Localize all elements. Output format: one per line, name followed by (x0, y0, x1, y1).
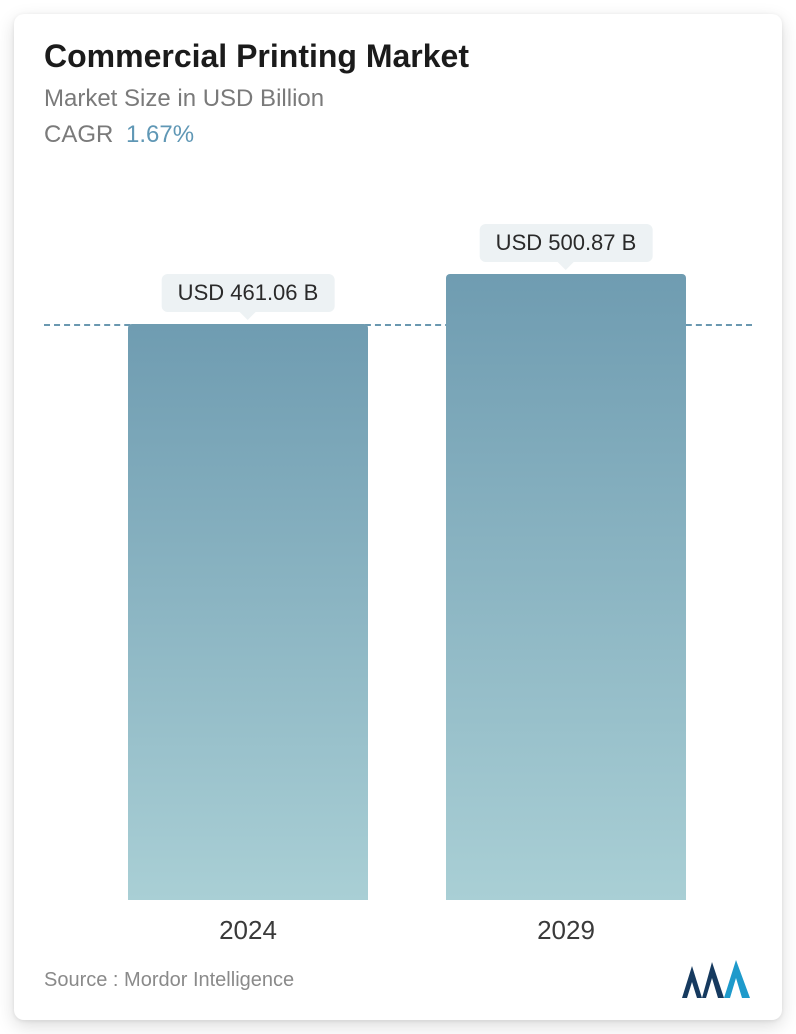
value-badge-2029: USD 500.87 B (480, 224, 653, 262)
brand-logo (680, 960, 752, 1000)
source-text: Source : Mordor Intelligence (44, 969, 294, 992)
chart-area: USD 461.06 B2024USD 500.87 B2029 (44, 204, 752, 900)
cagr-row: CAGR 1.67% (44, 121, 752, 149)
chart-footer: Source : Mordor Intelligence (44, 960, 752, 1000)
bar-2029 (446, 274, 686, 900)
cagr-value: 1.67% (126, 121, 194, 148)
logo-icon (680, 960, 752, 1000)
bar-2024 (128, 324, 368, 900)
chart-card: Commercial Printing Market Market Size i… (14, 14, 782, 1020)
chart-title: Commercial Printing Market (44, 38, 752, 75)
x-label-2029: 2029 (537, 915, 595, 946)
cagr-label: CAGR (44, 121, 113, 148)
x-label-2024: 2024 (219, 915, 277, 946)
chart-subtitle: Market Size in USD Billion (44, 85, 752, 113)
value-badge-2024: USD 461.06 B (162, 274, 335, 312)
